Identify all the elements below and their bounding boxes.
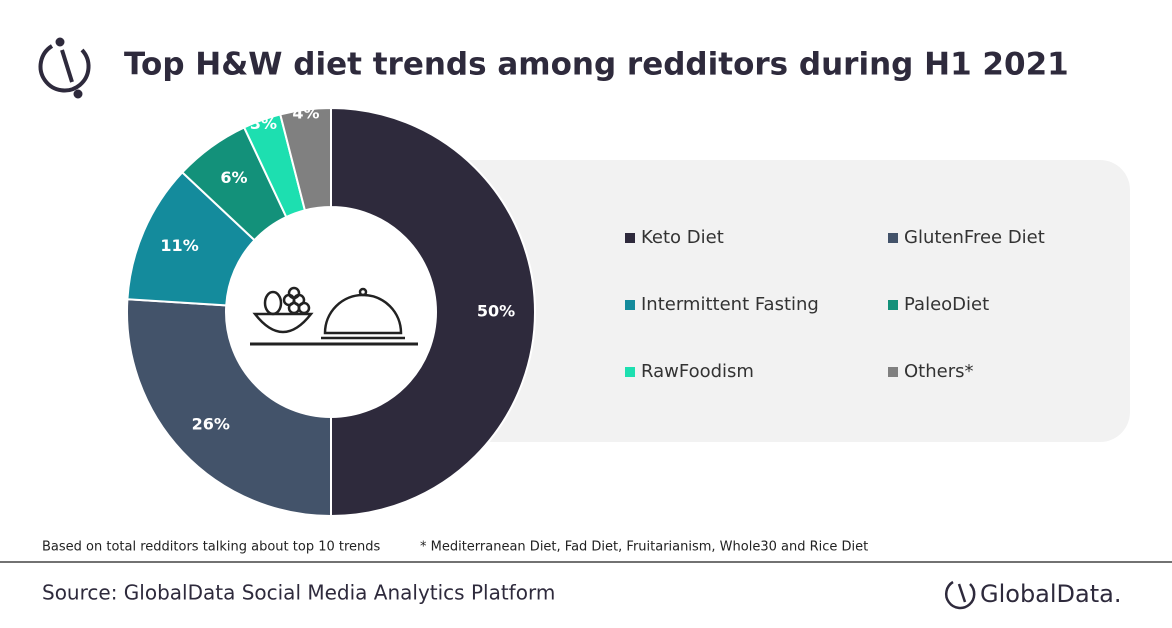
center-icon: [250, 286, 418, 346]
legend-swatch: [625, 367, 635, 377]
legend-swatch: [888, 300, 898, 310]
donut: 50% 26% 11% 6% 3% 4%: [126, 104, 536, 518]
slice: [330, 106, 536, 518]
legend-swatch: [888, 233, 898, 243]
legend-swatch: [625, 300, 635, 310]
legend-swatch: [625, 233, 635, 243]
legend-label: Others*: [904, 361, 974, 382]
slice: [126, 298, 332, 518]
legend-label: PaleoDiet: [904, 294, 989, 315]
data-label: 50%: [477, 302, 515, 321]
legend-panel: [440, 160, 1130, 442]
legend-label: RawFoodism: [641, 361, 754, 382]
legend-label: Intermittent Fasting: [641, 294, 819, 315]
source: Source: GlobalData Social Media Analytic…: [42, 581, 555, 605]
brand: GlobalData.: [980, 580, 1122, 608]
legend: Keto Diet GlutenFree Diet Intermittent Fas…: [625, 227, 1045, 382]
data-label: 11%: [160, 236, 198, 255]
brand-icon: [944, 580, 976, 610]
title-icon: [38, 37, 91, 99]
data-label: 3%: [250, 114, 277, 133]
chart-title: Top H&W diet trends among redditors duri…: [124, 47, 1069, 83]
legend-swatch: [888, 367, 898, 377]
legend-label: GlutenFree Diet: [904, 227, 1045, 248]
data-label: 6%: [220, 168, 247, 187]
legend-label: Keto Diet: [641, 227, 724, 248]
data-label: 26%: [192, 414, 230, 433]
data-label: 4%: [292, 104, 319, 123]
slice: [279, 106, 332, 212]
note: Based on total redditors talking about t…: [42, 540, 381, 555]
note: * Mediterranean Diet, Fad Diet, Fruitari…: [420, 540, 868, 555]
